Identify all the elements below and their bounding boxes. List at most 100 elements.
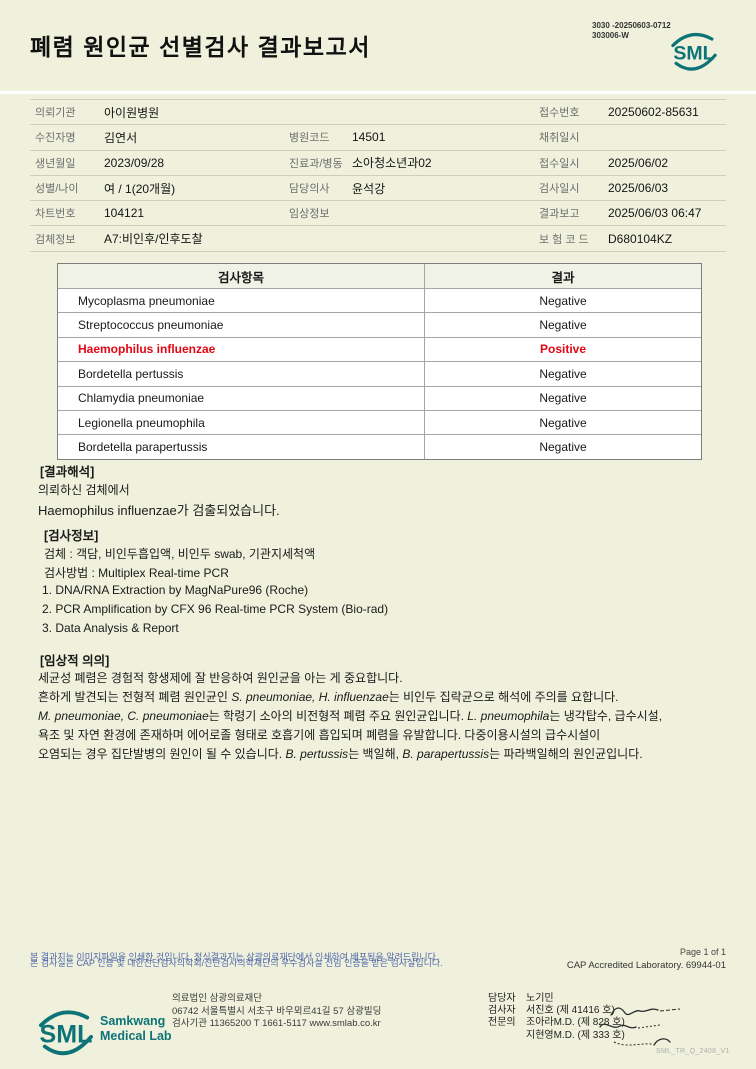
staff-label: 전문의 [488,1017,516,1029]
table-row: Mycoplasma pneumoniae Negative [58,288,701,313]
field-value: 여 / 1(20개월) [104,181,176,196]
clinical-text: 흔하게 발견되는 전형적 폐렴 원인균인 [38,690,232,704]
field-value: 20250602-85631 [608,105,699,120]
interpretation-heading: [결과해석] [40,465,95,479]
lab-name-line1: Samkwang [100,1014,166,1028]
table-row: Streptococcus pneumoniae Negative [58,312,701,337]
staff-value: 지현영M.D. (제 333 호) [526,1029,625,1041]
test-result: Negative [424,435,701,459]
lab-name: Samkwang Medical Lab [100,1014,172,1044]
field-value: 2025/06/03 [608,181,669,196]
test-item: Bordetella parapertussis [78,440,208,455]
field-label: 담당의사 [289,183,330,196]
test-item: Bordetella pertussis [78,366,184,381]
footnote-line2: 본 검사실은 CAP 인증 및 대한진단검사의학회/진단검사의학재단의 우수검사… [30,958,443,968]
table-row: Legionella pneumophila Negative [58,409,701,435]
field-value: 김연서 [104,130,138,145]
field-value: 2025/06/03 06:47 [608,206,702,221]
staff-line: 검사자 서진호 (제 41416 호) [488,1005,625,1017]
staff-line: 담당자 노기민 [488,993,625,1005]
interpretation-line: 의뢰하신 검체에서 [38,483,130,497]
field-label: 검사일시 [539,183,580,196]
clinical-text: 는 비인두 집락균으로 해석에 주의를 요합니다. [388,690,619,704]
patient-row: 의뢰기관 아이원병원 접수번호 20250602-85631 [30,99,726,126]
report-title: 폐렴 원인균 선별검사 결과보고서 [30,34,371,60]
species-name: L. pneumophila [467,709,550,723]
table-row: Bordetella pertussis Negative [58,361,701,386]
lab-address: 의료법인 삼광의료재단 06742 서울특별시 서초구 바우뫼르41길 57 삼… [172,993,381,1031]
staff-value: 노기민 [526,993,554,1004]
patient-row: 성별/나이 여 / 1(20개월) 담당의사 윤석강 검사일시 2025/06/… [30,176,726,202]
field-value: A7:비인후/인후도찰 [104,232,203,247]
table-row-positive: Haemophilus influenzae Positive [58,336,701,362]
field-label: 접수일시 [539,157,580,170]
field-value: 2023/09/28 [104,155,165,170]
staff-line: 전문의 조아라M.D. (제 828 호) [488,1017,625,1029]
test-result: Positive [424,337,701,362]
clinical-text: 는 파라백일해의 원인균입니다. [489,747,643,761]
field-value: D680104KZ [608,231,673,246]
field-label: 수진자명 [35,132,76,145]
form-code-line1: 3030 -20250603-0712 [592,21,671,30]
patient-row: 검체정보 A7:비인후/인후도찰 보 험 코 드 D680104KZ [30,226,726,252]
field-value: 소아청소년과02 [352,156,432,171]
clinical-line: M. pneumoniae, C. pneumoniae는 학령기 소아의 비전… [38,707,662,724]
field-value: 아이원병원 [104,105,160,120]
field-value: 2025/06/02 [608,155,669,170]
test-item: Haemophilus influenzae [78,342,216,357]
species-name: B. parapertussis [402,747,490,761]
species-name: S. pneumoniae, H. influenzae [231,690,389,704]
test-item: Mycoplasma pneumoniae [78,293,215,308]
lab-address-line3: 검사기관 11365200 T 1661-5117 www.smlab.co.k… [172,1018,381,1030]
field-label: 성별/나이 [35,183,79,196]
patient-info-table: 의뢰기관 아이원병원 접수번호 20250602-85631 수진자명 김연서 … [30,99,726,252]
svg-text:SML: SML [673,42,714,64]
field-label: 검체정보 [35,233,76,246]
field-label: 차트번호 [35,208,76,221]
results-header-row: 검사항목 결과 [58,264,701,288]
test-result: Negative [424,386,701,410]
field-label: 임상정보 [289,208,330,221]
test-info-step: 2. PCR Amplification by CFX 96 Real-time… [42,602,389,616]
field-label: 채취일시 [539,132,580,145]
test-result: Negative [424,362,701,386]
staff-block: 담당자 노기민 검사자 서진호 (제 41416 호) 전문의 조아라M.D. … [488,993,625,1042]
test-info-step: 1. DNA/RNA Extraction by MagNaPure96 (Ro… [42,583,309,597]
clinical-line: 오염되는 경우 집단발병의 원인이 될 수 있습니다. B. pertussis… [38,745,643,762]
staff-label [488,1030,526,1042]
form-code: 3030 -20250603-0712 303006-W [592,21,671,41]
sml-logo-icon: SML [671,32,717,71]
interpretation-line: Haemophilus influenzae가 검출되었습니다. [38,503,280,518]
test-result: Negative [424,313,701,337]
test-info-method: 검사방법 : Multiplex Real-time PCR [44,566,229,580]
patient-row: 차트번호 104121 임상정보 결과보고 2025/06/03 06:47 [30,201,726,227]
lab-address-line2: 06742 서울특별시 서초구 바우뫼르41길 57 삼광빌딩 [172,1005,382,1017]
table-row: Bordetella parapertussis Negative [58,434,701,459]
field-label: 보 험 코 드 [539,233,589,246]
field-value: 윤석강 [352,181,386,196]
staff-label: 검사자 [488,1005,516,1017]
test-item: Chlamydia pneumoniae [78,391,205,406]
staff-value: 조아라M.D. (제 828 호) [526,1017,625,1029]
cap-accreditation: CAP Accredited Laboratory. 69944-01 [566,960,726,971]
test-item: Streptococcus pneumoniae [78,318,224,333]
sml-logo-icon: SML [38,1010,93,1056]
test-info-step: 3. Data Analysis & Report [42,621,179,635]
signature-icon [599,1023,671,1046]
field-label: 진료과/병동 [289,157,343,170]
test-result: Negative [424,410,701,435]
clinical-line: 흔하게 발견되는 전형적 폐렴 원인균인 S. pneumoniae, H. i… [38,688,619,705]
clinical-text: 는 학령기 소아의 비전형적 폐렴 주요 원인균입니다. [208,709,468,723]
clinical-line: 욕조 및 자연 환경에 존재하며 에어로졸 형태로 호흡기에 흡입되며 폐렴을 … [38,728,601,742]
patient-row: 수진자명 김연서 병원코드 14501 채취일시 [30,125,726,151]
signature-icon [610,1007,681,1016]
page-number: Page 1 of 1 [679,947,726,957]
test-info-specimen: 검체 : 객담, 비인두흡입액, 비인두 swab, 기관지세척액 [44,547,316,561]
svg-text:SML: SML [40,1021,93,1049]
field-label: 의뢰기관 [35,107,76,120]
footnote-line1: 본 결과지는 이미지파일을 인쇄한 것입니다. 정식결과지는 삼광의료재단에서 … [30,952,439,962]
test-result: Negative [424,289,701,313]
clinical-text: 오염되는 경우 집단발병의 원인이 될 수 있습니다. [38,747,286,761]
patient-row: 생년월일 2023/09/28 진료과/병동 소아청소년과02 접수일시 202… [30,151,726,176]
